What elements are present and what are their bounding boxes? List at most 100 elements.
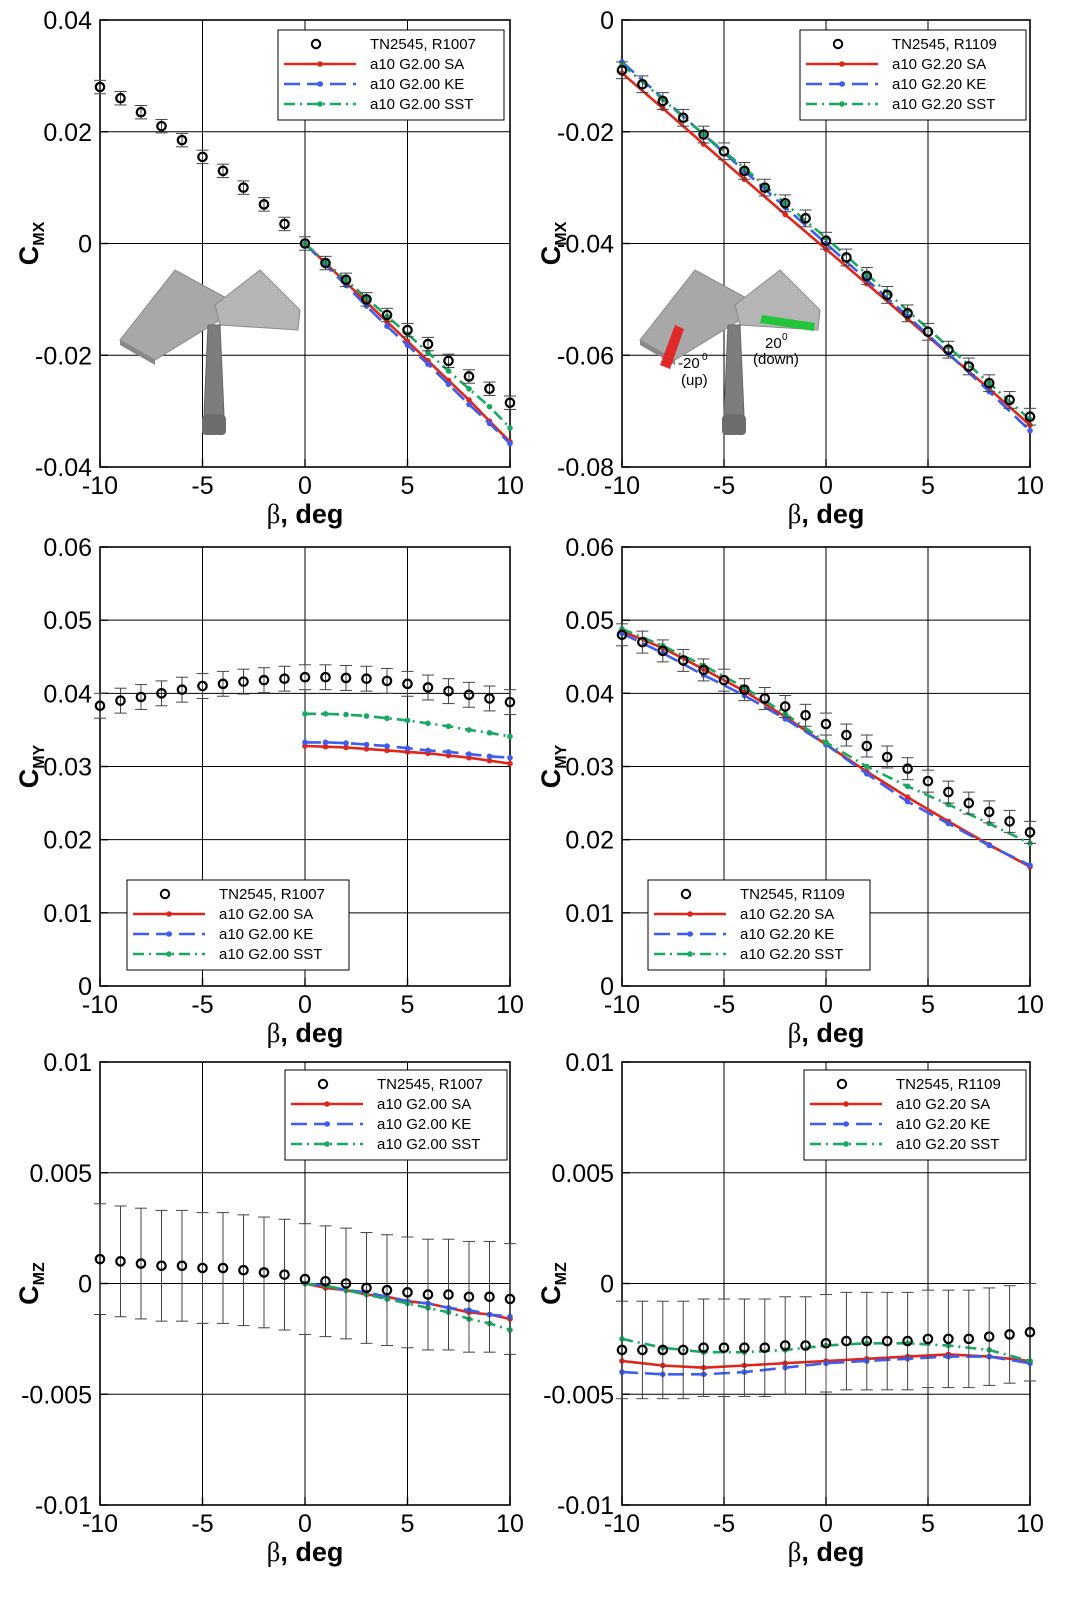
experiment-point [820, 718, 832, 730]
inset-label-up-sup: 0 [702, 352, 708, 363]
experiment-point [739, 165, 750, 177]
legend-label: TN2545, R1109 [892, 36, 997, 53]
experiment-point [176, 134, 188, 146]
y-axis-label-sub: MY [553, 744, 570, 768]
experiment-point [637, 1344, 648, 1356]
experiment-point [156, 688, 167, 699]
series-point-ke [384, 743, 390, 749]
legend-marker-experiment [310, 38, 322, 50]
experiment-point [115, 1256, 126, 1267]
inset-label-down: 20 [765, 335, 782, 352]
y-axis-label: CMX [14, 221, 48, 265]
experiment-point [443, 685, 454, 697]
series-point-sst [466, 727, 472, 733]
x-tick-label: -10 [604, 1510, 640, 1538]
experiment-point [779, 1340, 791, 1351]
y-tick-label: 0.01 [43, 1049, 92, 1077]
x-tick-label: 0 [298, 991, 312, 1019]
legend-label: a10 G2.00 SA [370, 56, 464, 73]
y-tick-label: 0.05 [43, 607, 92, 635]
experiment-point [94, 1253, 106, 1265]
legend: TN2545, R1007 a10 G2.00 SA a10 G2.00 KE a10… [284, 1069, 508, 1161]
legend-label: a10 G2.20 KE [740, 926, 834, 943]
x-axis-label-symbol: β [267, 1018, 281, 1048]
y-tick-label: 0 [600, 7, 614, 35]
experiment-point [176, 1260, 188, 1272]
experiment-point [381, 675, 393, 687]
legend-label: a10 G2.20 SA [740, 906, 834, 923]
series-point-ke [363, 741, 370, 748]
experiment-point [841, 1335, 852, 1347]
experiment-point [443, 355, 454, 367]
x-axis-label-unit: , deg [801, 1537, 864, 1567]
series-point-ke [864, 771, 870, 777]
chart-panel-1: -10 -5 0 5 10 -0.04 -0.02 0 0.02 0.04 β, deg CMX TN2… [14, 7, 524, 529]
experiment-point [698, 664, 709, 676]
legend-marker [324, 1121, 330, 1127]
series-point-sst [425, 720, 431, 727]
y-tick-label: -0.01 [35, 1492, 92, 1520]
y-tick-label: -0.04 [557, 231, 614, 259]
experiment-point [217, 165, 229, 177]
experiment-point [135, 1258, 147, 1269]
experiment-point [279, 673, 290, 684]
series-point-ke [486, 753, 493, 760]
experiment-point [443, 1289, 454, 1300]
experiment-point [463, 1291, 475, 1303]
experiment-point [320, 257, 331, 269]
legend-label: TN2545, R1109 [740, 886, 845, 903]
x-axis-label-symbol: β [788, 1018, 802, 1048]
series-point-ke [945, 820, 952, 827]
legend-label: a10 G2.20 SST [896, 1136, 999, 1153]
x-tick-label: -5 [191, 472, 213, 500]
experiment-point [983, 377, 995, 389]
legend-marker-experiment [832, 38, 844, 50]
legend-marker [166, 931, 172, 937]
experiment-point [1024, 827, 1036, 838]
series-point-sa [486, 757, 493, 764]
experiment-point [677, 1344, 689, 1356]
legend-label: TN2545, R1007 [377, 1076, 483, 1093]
experiment-point [422, 338, 434, 350]
legend-marker [839, 101, 845, 107]
series-point-ke [466, 401, 472, 408]
experiment-point [422, 1289, 434, 1300]
experiment-point [463, 689, 475, 701]
series-point-sst [486, 403, 493, 410]
aircraft-wing-edge [120, 340, 155, 365]
experiment-point [759, 1342, 771, 1354]
legend: TN2545, R1109 a10 G2.20 SA a10 G2.20 KE a10… [799, 29, 1027, 121]
legend-marker [166, 911, 172, 917]
series-point-ke [466, 751, 472, 757]
experiment-point [983, 1331, 995, 1342]
chart-panel-3: -10 -5 0 5 10 0 0.01 0.02 0.03 0.04 0.05 0.06 β, deg… [14, 534, 524, 1048]
series-point-ke [507, 440, 513, 447]
experiment-point [739, 1342, 750, 1354]
x-tick-label: 5 [401, 472, 415, 500]
y-tick-label: 0 [78, 1271, 92, 1299]
experiment-point [340, 672, 352, 684]
legend-label: a10 G2.20 KE [896, 1116, 990, 1133]
aircraft-sting-base [202, 415, 226, 435]
experiment-point [657, 645, 669, 657]
x-tick-label: 5 [921, 472, 935, 500]
experiment-point [698, 129, 709, 140]
x-axis-label-symbol: β [267, 499, 281, 529]
experiment-point [841, 729, 852, 741]
series-line-sst [621, 1337, 1031, 1363]
legend-marker [317, 81, 323, 87]
experiment-point [718, 1342, 730, 1354]
experiment-point [484, 383, 495, 395]
legend-label: a10 G2.20 SST [740, 946, 843, 963]
experiment-point [759, 693, 771, 704]
experiment-point [1004, 394, 1015, 406]
y-tick-label: 0.06 [43, 534, 92, 562]
experiment-point [279, 1269, 290, 1280]
y-tick-label: 0 [78, 973, 92, 1001]
experiment-point [484, 1291, 495, 1303]
y-axis-label: CMX [536, 221, 570, 265]
experiment-point [361, 1282, 372, 1294]
x-tick-label: 10 [496, 991, 524, 1019]
x-tick-label: -5 [191, 991, 213, 1019]
